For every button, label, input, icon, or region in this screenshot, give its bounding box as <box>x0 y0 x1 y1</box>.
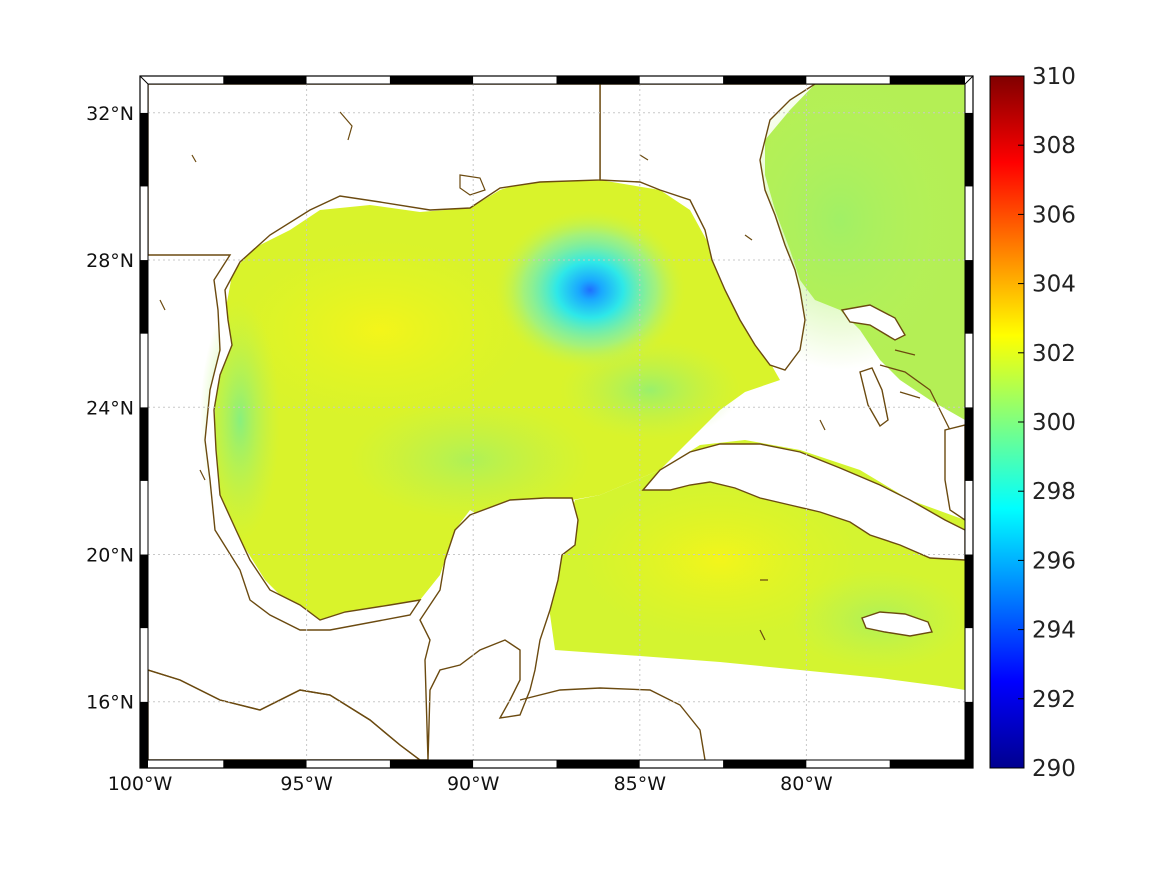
colorbar-tick-label: 296 <box>1032 548 1076 574</box>
lat-tick-label: 20°N <box>86 545 134 567</box>
frame-segment <box>140 407 148 481</box>
graticule <box>148 84 965 760</box>
colorbar-tick-label: 302 <box>1032 341 1076 367</box>
frame-segment <box>389 760 474 768</box>
colorbar-tick-label: 292 <box>1032 687 1076 713</box>
frame-corner <box>139 75 149 85</box>
colorbar-tick-label: 304 <box>1032 272 1076 298</box>
colorbar-tick-label: 310 <box>1032 64 1076 90</box>
lon-tick-label: 95°W <box>280 773 333 795</box>
frame-segment <box>140 333 148 408</box>
abaco-land <box>840 304 906 341</box>
hispaniola-land <box>944 424 965 521</box>
frame-segment <box>723 76 807 84</box>
colorbar-tick-label: 308 <box>1032 133 1076 159</box>
frame-segment <box>140 628 148 702</box>
frame-corner <box>964 759 974 769</box>
colorbar-tick-label: 298 <box>1032 479 1076 505</box>
honduras-coast <box>519 687 706 760</box>
frame-segment <box>473 76 557 84</box>
frame-segment <box>965 554 973 629</box>
lon-tick-label: 100°W <box>108 773 173 795</box>
cuba-land <box>641 443 965 561</box>
lat-tick-label: 24°N <box>86 397 134 419</box>
yucatan-land <box>148 497 579 760</box>
frame-outer <box>139 75 974 769</box>
small-islands <box>159 111 826 641</box>
lat-tick-label: 16°N <box>86 692 134 714</box>
colorbar-tick-label: 290 <box>1032 756 1076 782</box>
frame-segment <box>965 260 973 334</box>
frame-segment <box>965 407 973 481</box>
frame-segment <box>389 76 474 84</box>
frame-segment <box>965 333 973 408</box>
frame-segment <box>965 186 973 261</box>
longitude-labels: 100°W 95°W 90°W 85°W 80°W <box>108 773 833 795</box>
frame-segment <box>965 480 973 555</box>
latitude-labels: 32°N 28°N 24°N 20°N 16°N <box>86 103 134 714</box>
frame-segment <box>965 112 973 187</box>
frame-segment <box>140 701 148 768</box>
colorbar-tick-label: 300 <box>1032 410 1076 436</box>
frame-segment <box>556 760 640 768</box>
frame-segment <box>806 760 890 768</box>
frame-segment <box>806 76 890 84</box>
frame-segment <box>223 76 307 84</box>
jamaica-land <box>861 611 933 637</box>
frame-segment <box>556 76 640 84</box>
frame-segment <box>140 554 148 629</box>
frame-segment <box>473 760 557 768</box>
pacific-coast <box>148 669 421 760</box>
frame-segment <box>306 76 390 84</box>
frame-segment <box>140 76 148 113</box>
andros-land <box>859 367 889 428</box>
frame-segment <box>639 76 724 84</box>
frame-segment <box>965 76 973 113</box>
map-frame <box>139 75 974 769</box>
frame-segment <box>889 76 973 84</box>
frame-segment <box>723 760 807 768</box>
frame-segment <box>306 760 390 768</box>
frame-segment <box>140 112 148 187</box>
frame-segment <box>140 480 148 555</box>
frame-segment <box>223 760 307 768</box>
lon-tick-label: 80°W <box>780 773 833 795</box>
frame-segment <box>889 760 973 768</box>
frame-segment <box>639 760 724 768</box>
colorbar-ticks: 310 308 306 304 302 300 298 296 294 292 290 <box>1018 64 1076 782</box>
frame-segment <box>965 701 973 768</box>
bahamas-chain <box>879 349 956 441</box>
frame-corner <box>964 75 974 85</box>
colorbar-tick-label: 294 <box>1032 618 1076 644</box>
frame-segment <box>140 760 224 768</box>
lon-tick-label: 90°W <box>447 773 500 795</box>
sst-field <box>200 84 965 690</box>
frame-corner <box>139 759 149 769</box>
lat-tick-label: 32°N <box>86 103 134 125</box>
frame-segment <box>140 186 148 261</box>
frame-segment <box>965 628 973 702</box>
frame-inner <box>147 83 966 761</box>
land-and-coast <box>148 84 965 760</box>
lon-tick-label: 85°W <box>614 773 667 795</box>
frame-segment <box>140 260 148 334</box>
lat-tick-label: 28°N <box>86 250 134 272</box>
frame-segment <box>140 76 224 84</box>
colorbar-tick-label: 306 <box>1032 202 1076 228</box>
mexico-land <box>148 84 601 631</box>
florida-land <box>599 84 965 371</box>
